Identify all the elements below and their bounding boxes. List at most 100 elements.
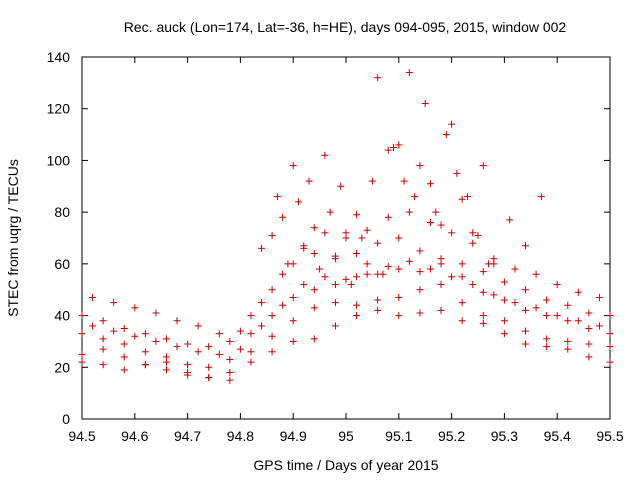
data-point xyxy=(574,288,582,296)
data-point xyxy=(458,260,466,268)
data-point xyxy=(437,221,445,229)
data-point xyxy=(448,273,456,281)
data-point xyxy=(500,296,508,304)
data-point xyxy=(374,306,382,314)
data-point xyxy=(416,162,424,170)
y-tick-label: 0 xyxy=(62,411,70,427)
data-point xyxy=(395,141,403,149)
data-point xyxy=(110,299,118,307)
data-point xyxy=(474,231,482,239)
data-point xyxy=(131,332,139,340)
data-point xyxy=(236,327,244,335)
data-point xyxy=(374,74,382,82)
data-point xyxy=(564,317,572,325)
y-tick-label: 80 xyxy=(54,204,70,220)
data-point xyxy=(553,312,561,320)
data-point xyxy=(358,234,366,242)
y-axis-label: STEC from uqrg / TECUs xyxy=(5,159,21,317)
data-point xyxy=(353,312,361,320)
data-point xyxy=(564,345,572,353)
data-point xyxy=(141,348,149,356)
data-point xyxy=(479,162,487,170)
data-point xyxy=(500,317,508,325)
data-point xyxy=(574,317,582,325)
data-point xyxy=(226,356,234,364)
data-point xyxy=(353,211,361,219)
data-point xyxy=(305,177,313,185)
data-point xyxy=(184,340,192,348)
data-point xyxy=(89,293,97,301)
x-tick-label: 95.5 xyxy=(596,428,623,444)
data-point xyxy=(353,301,361,309)
data-point xyxy=(421,100,429,108)
data-point xyxy=(390,144,398,151)
data-point xyxy=(279,213,287,221)
data-point xyxy=(279,301,287,309)
y-tick-label: 100 xyxy=(47,152,71,168)
data-point xyxy=(342,275,350,283)
y-tick-label: 120 xyxy=(47,101,71,117)
data-point xyxy=(469,281,477,289)
data-point xyxy=(522,306,530,314)
data-point xyxy=(416,268,424,276)
data-point xyxy=(506,216,514,224)
data-point xyxy=(78,330,86,338)
data-point xyxy=(131,304,139,312)
data-point xyxy=(247,330,255,338)
data-point xyxy=(479,312,487,320)
data-point xyxy=(99,361,107,369)
data-point xyxy=(426,218,434,226)
data-points xyxy=(78,69,614,384)
data-point xyxy=(405,257,413,265)
data-point xyxy=(316,265,324,273)
data-point xyxy=(395,234,403,242)
data-point xyxy=(268,348,276,356)
data-point xyxy=(289,337,297,345)
data-point xyxy=(326,208,334,216)
data-point xyxy=(606,343,614,351)
data-point xyxy=(226,368,234,376)
data-point xyxy=(120,340,128,348)
data-point xyxy=(289,293,297,301)
data-point xyxy=(395,265,403,273)
data-point xyxy=(268,312,276,320)
data-point xyxy=(162,335,170,343)
data-point xyxy=(215,350,223,358)
data-point xyxy=(448,229,456,237)
data-point xyxy=(458,195,466,203)
data-point xyxy=(363,270,371,278)
data-point xyxy=(120,366,128,374)
x-tick-label: 94.6 xyxy=(121,428,148,444)
y-tick-label: 140 xyxy=(47,49,71,65)
data-point xyxy=(141,330,149,338)
data-point xyxy=(310,286,318,294)
data-point xyxy=(543,312,551,320)
data-point xyxy=(184,371,192,379)
data-point xyxy=(99,335,107,343)
y-tick-label: 20 xyxy=(54,359,70,375)
data-point xyxy=(310,250,318,258)
data-point xyxy=(500,278,508,286)
data-point xyxy=(543,343,551,351)
data-point xyxy=(469,229,477,237)
data-point xyxy=(99,345,107,353)
data-point xyxy=(89,322,97,330)
data-point xyxy=(426,265,434,273)
data-point xyxy=(236,345,244,353)
data-point xyxy=(416,247,424,255)
data-point xyxy=(511,265,519,273)
data-point xyxy=(543,296,551,304)
x-axis-label: GPS time / Days of year 2015 xyxy=(253,457,438,473)
x-tick-label: 95.3 xyxy=(491,428,518,444)
data-point xyxy=(374,296,382,304)
x-tick-label: 94.5 xyxy=(68,428,95,444)
data-point xyxy=(490,260,498,268)
data-point xyxy=(78,312,86,320)
x-tick-label: 95.2 xyxy=(438,428,465,444)
x-tick-label: 95 xyxy=(338,428,354,444)
data-point xyxy=(400,177,408,185)
data-point xyxy=(310,224,318,232)
data-point xyxy=(395,293,403,301)
data-point xyxy=(173,343,181,351)
